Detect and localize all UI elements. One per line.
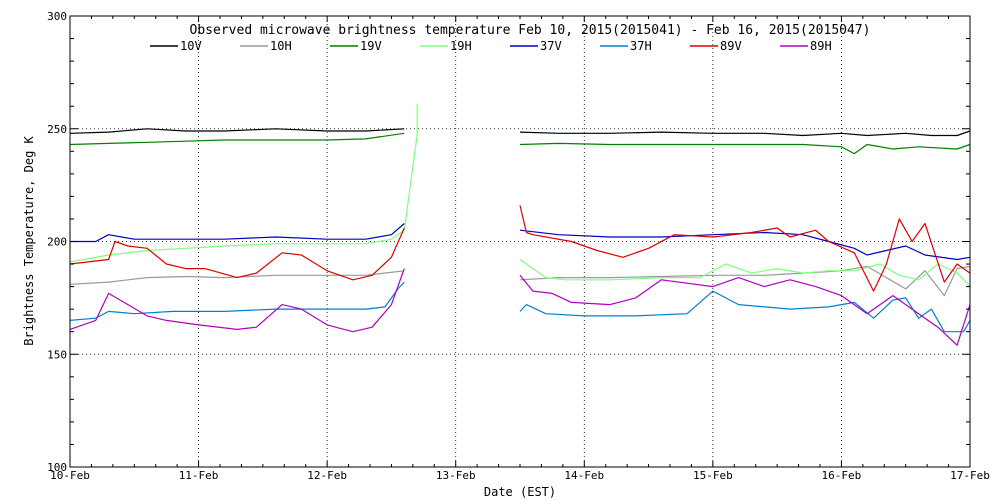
legend-label-89h: 89H	[810, 39, 832, 53]
x-tick-label: 10-Feb	[50, 469, 90, 482]
y-tick-label: 200	[47, 236, 67, 249]
legend-label-37v: 37V	[540, 39, 562, 53]
series-line-89h	[69, 268, 971, 346]
x-tick-label: 11-Feb	[179, 469, 219, 482]
series-line-10v	[69, 128, 971, 137]
y-tick-label: 100	[47, 461, 67, 474]
x-axis-label: Date (EST)	[484, 485, 556, 499]
x-tick-label: 14-Feb	[564, 469, 604, 482]
legend-label-19h: 19H	[450, 39, 472, 53]
series-line-19h	[69, 103, 971, 288]
chart-title: Observed microwave brightness temperatur…	[190, 23, 871, 38]
series-line-37h	[69, 281, 971, 333]
y-tick-label: 150	[47, 348, 67, 361]
x-tick-label: 12-Feb	[307, 469, 347, 482]
legend-label-10v: 10V	[180, 39, 202, 53]
y-tick-label: 250	[47, 123, 67, 136]
x-tick-label: 13-Feb	[436, 469, 476, 482]
x-tick-label: 16-Feb	[822, 469, 862, 482]
legend-label-19v: 19V	[360, 39, 382, 53]
y-tick-label: 300	[47, 10, 67, 23]
series-line-19v	[69, 132, 971, 155]
legend: 10V 10H 19V 19H 37V 37H 89V 89H	[150, 39, 832, 53]
axes: 10-Feb 11-Feb 12-Feb 13-Feb 14-Feb 15-Feb 16-F…	[47, 10, 990, 482]
x-tick-label: 17-Feb	[950, 469, 990, 482]
legend-label-10h: 10H	[270, 39, 292, 53]
y-axis-label: Brightness Temperature, Deg K	[22, 135, 36, 345]
series-lines	[69, 103, 971, 346]
series-line-89v	[69, 205, 971, 292]
legend-label-89v: 89V	[720, 39, 742, 53]
legend-label-37h: 37H	[630, 39, 652, 53]
x-tick-label: 15-Feb	[693, 469, 733, 482]
